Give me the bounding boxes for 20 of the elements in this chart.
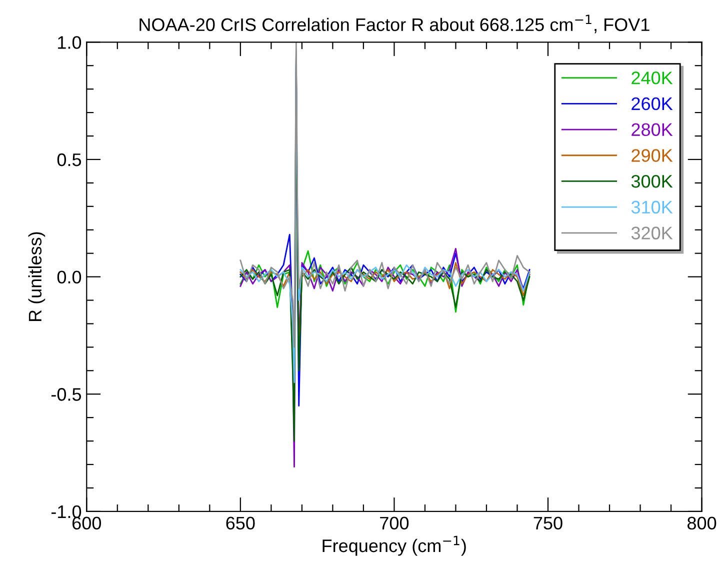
- y-tick-label: -1.0: [51, 505, 82, 518]
- legend-label: 280K: [632, 123, 673, 136]
- y-tick-label: 0.5: [57, 153, 82, 166]
- legend-label: 260K: [632, 97, 673, 110]
- legend-label: 320K: [631, 226, 673, 240]
- chart-title: NOAA-20 CrIS Correlation Factor R about 668.125 cm$^{−1}$, FOV1: [140, 14, 650, 34]
- legend-label: 240K: [632, 72, 673, 84]
- y-tick-label: 1.0: [58, 36, 82, 49]
- x-tick-label: 750: [534, 516, 562, 530]
- legend-label: 310K: [631, 200, 673, 214]
- legend-label: 300K: [631, 174, 673, 188]
- y-tick-label: -0.5: [51, 388, 82, 401]
- x-tick-label: 650: [226, 516, 255, 530]
- x-axis-title: Frequency (cm$^{−1}$): [322, 536, 466, 556]
- x-tick-label: 700: [380, 516, 409, 530]
- x-tick-label: 800: [688, 516, 716, 530]
- legend-label: 290K: [632, 149, 673, 162]
- y-tick-label: 0.0: [57, 270, 82, 284]
- y-axis-title: R (unitless): [28, 232, 46, 321]
- x-tick-label: 600: [72, 516, 101, 530]
